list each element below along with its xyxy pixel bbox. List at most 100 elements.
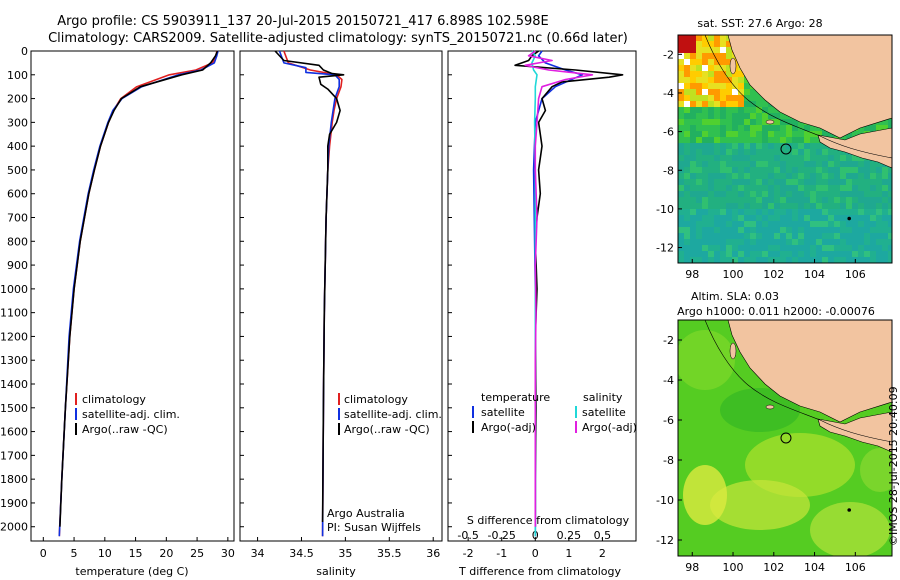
sst-cell (888, 173, 892, 180)
sst-cell (684, 221, 691, 228)
sst-cell (756, 251, 763, 258)
sst-cell (864, 167, 871, 174)
sst-cell (882, 215, 889, 222)
sst-cell (792, 173, 799, 180)
sst-cell (738, 131, 745, 138)
x-tick-label: 20 (159, 547, 173, 560)
sst-cell (678, 251, 685, 258)
sst-cell (870, 125, 877, 132)
sst-map-frame (677, 34, 893, 264)
sst-cell (816, 167, 823, 174)
sst-cell (708, 125, 715, 132)
sst-cell (888, 209, 892, 216)
sst-cell (732, 209, 739, 216)
sst-cell (792, 185, 799, 192)
sst-cell (720, 53, 727, 60)
sst-cell (828, 131, 835, 138)
sst-cell (708, 35, 715, 42)
sst-cell (756, 203, 763, 210)
sst-cell (726, 119, 733, 126)
sst-cell (882, 245, 889, 252)
sst-cell (828, 209, 835, 216)
sst-cell (720, 131, 727, 138)
sst-cell (882, 125, 889, 132)
sst-cell (768, 161, 775, 168)
sst-cell (762, 149, 769, 156)
map-x-tick-label: 102 (763, 268, 784, 281)
sst-cell (702, 149, 709, 156)
sst-cell (726, 89, 733, 96)
sst-cell (762, 173, 769, 180)
sst-cell (786, 155, 793, 162)
difference-xlabel: T difference from climatology (458, 565, 621, 578)
sst-cell (738, 185, 745, 192)
sst-cell (774, 113, 781, 120)
sst-cell (714, 251, 721, 258)
x-tick-label: 35 (338, 547, 352, 560)
series-line-temperature-argo-adj (514, 50, 624, 527)
sst-cell (726, 251, 733, 258)
sst-cell (864, 173, 871, 180)
sst-cell (846, 233, 853, 240)
sst-cell (720, 125, 727, 132)
sst-cell (744, 113, 751, 120)
sst-cell (750, 143, 757, 150)
sst-cell (846, 227, 853, 234)
sst-cell (750, 209, 757, 216)
sst-cell (732, 77, 739, 84)
sst-cell (762, 233, 769, 240)
depth-tick-label: 1000 (0, 283, 28, 296)
depth-tick-label: 1900 (0, 497, 28, 510)
sst-cell (822, 155, 829, 162)
sst-cell (888, 227, 892, 234)
sst-cell (792, 233, 799, 240)
salinity-legend: climatology satellite-adj. clim. Argo(..… (338, 393, 442, 436)
sst-cell (870, 185, 877, 192)
sst-cell (696, 59, 703, 66)
sst-cell (702, 89, 709, 96)
sst-cell (690, 71, 697, 78)
sst-cell (780, 113, 787, 120)
sst-cell (702, 47, 709, 54)
sst-cell (702, 221, 709, 228)
sst-cell (876, 215, 883, 222)
sst-cell (822, 209, 829, 216)
sst-cell (756, 209, 763, 216)
sst-cell (840, 197, 847, 204)
sst-cell (840, 155, 847, 162)
sst-cell (876, 251, 883, 258)
sst-cell (756, 113, 763, 120)
sst-cell (678, 89, 685, 96)
sst-cell (792, 251, 799, 258)
sst-cell (828, 239, 835, 246)
sst-cell (846, 173, 853, 180)
sst-cell (708, 89, 715, 96)
sst-cell (702, 59, 709, 66)
sst-cell (792, 155, 799, 162)
sst-cell (804, 233, 811, 240)
sst-cell (834, 233, 841, 240)
sst-cell (744, 191, 751, 198)
sst-cell (696, 257, 703, 263)
sst-cell (822, 185, 829, 192)
sst-cell (798, 179, 805, 186)
isobath-line (704, 35, 892, 159)
sst-cell (690, 119, 697, 126)
legend-label-sal-satellite: satellite (582, 406, 626, 419)
depth-tick-label: 300 (7, 116, 28, 129)
sst-cell (762, 131, 769, 138)
sst-cell (720, 239, 727, 246)
sst-cell (876, 239, 883, 246)
sst-cell (684, 149, 691, 156)
sst-cell (696, 77, 703, 84)
sst-cell (678, 119, 685, 126)
sst-cell (786, 119, 793, 126)
salinity-series (274, 50, 345, 537)
sst-cell (690, 107, 697, 114)
sst-cell (714, 89, 721, 96)
x-tick-label: 34.5 (289, 547, 314, 560)
sst-cell (840, 209, 847, 216)
sst-cell (834, 257, 841, 263)
sst-cell (678, 53, 685, 60)
sst-cell (714, 221, 721, 228)
